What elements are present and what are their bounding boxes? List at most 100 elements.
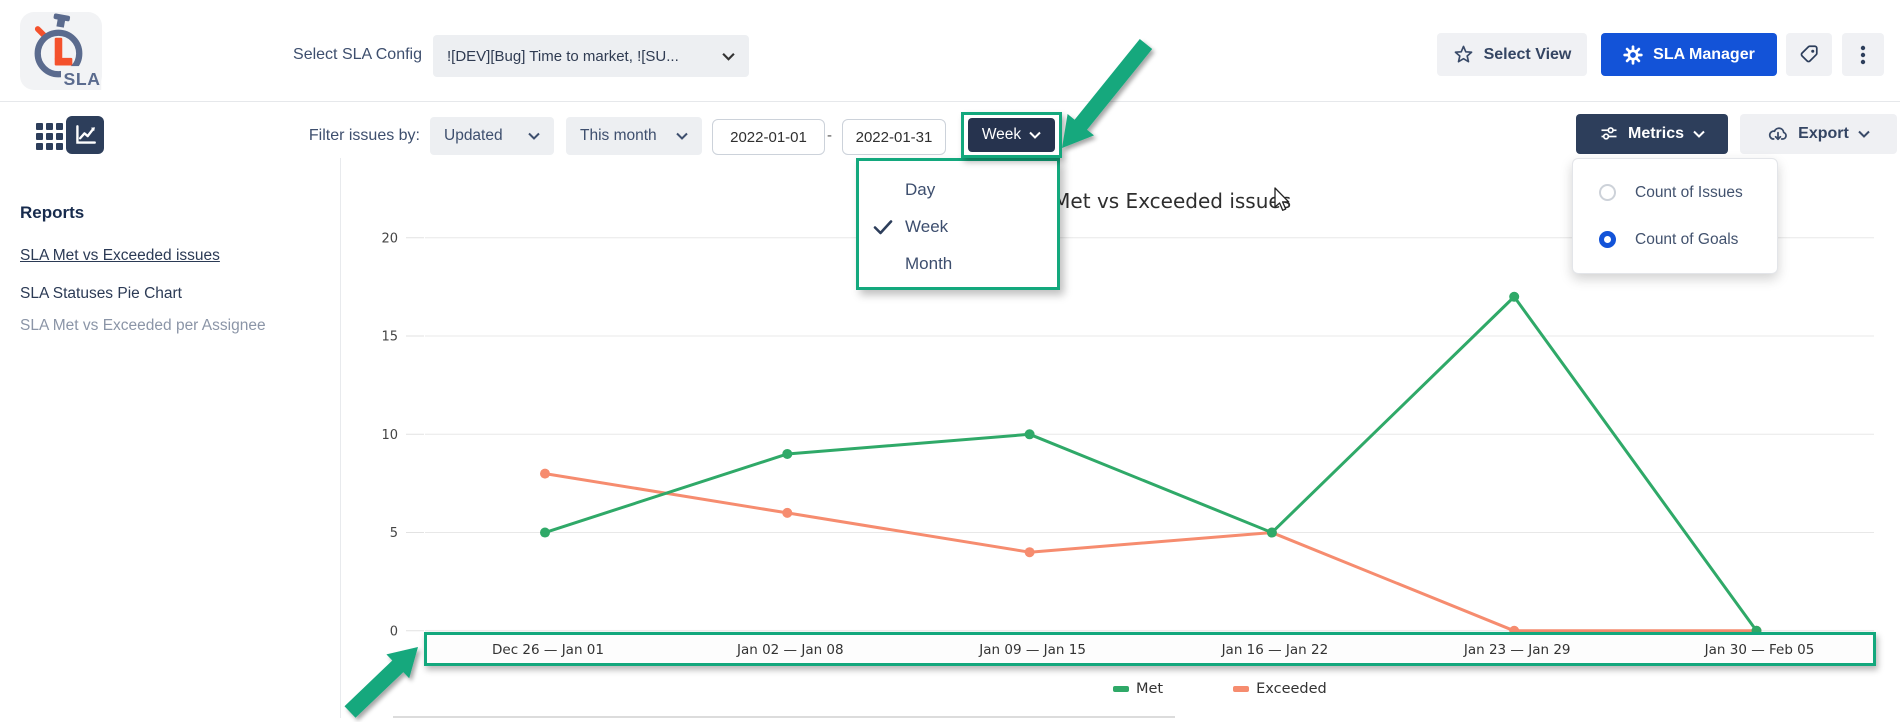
y-axis-tick-label: 0 bbox=[390, 624, 398, 639]
x-axis-label: Dec 26 — Jan 01 bbox=[492, 642, 604, 658]
legend-label: Met bbox=[1136, 681, 1164, 697]
chevron-down-icon bbox=[1693, 130, 1705, 138]
radio-button[interactable] bbox=[1599, 184, 1616, 201]
series-line-exceeded bbox=[544, 472, 1757, 633]
sla-manager-button[interactable]: SLA Manager bbox=[1601, 33, 1777, 76]
sla-config-value: ![DEV][Bug] Time to market, ![SU... bbox=[447, 47, 679, 65]
data-point-met bbox=[782, 448, 793, 459]
legend-item-exceeded[interactable]: Exceeded bbox=[1233, 681, 1327, 697]
grid-view-toggle[interactable] bbox=[36, 123, 63, 150]
x-axis-label: Jan 30 — Feb 05 bbox=[1704, 642, 1815, 658]
date-from-input[interactable] bbox=[712, 119, 825, 155]
data-point-exceeded bbox=[1024, 547, 1035, 558]
menu-item-week[interactable]: Week bbox=[859, 208, 1057, 245]
date-to-input[interactable] bbox=[842, 119, 946, 155]
metrics-button[interactable]: Metrics bbox=[1576, 114, 1728, 154]
star-icon bbox=[1454, 45, 1472, 63]
y-axis-tick-label: 15 bbox=[381, 330, 398, 345]
sla-manager-label: SLA Manager bbox=[1653, 45, 1755, 63]
reports-heading: Reports bbox=[20, 203, 85, 222]
granularity-value: Week bbox=[981, 126, 1022, 143]
data-point-met bbox=[1024, 429, 1035, 440]
tag-icon bbox=[1800, 45, 1818, 63]
menu-item-label: Week bbox=[905, 216, 949, 236]
export-label: Export bbox=[1798, 125, 1849, 142]
data-point-met bbox=[1509, 291, 1520, 302]
legend-swatch bbox=[1113, 686, 1129, 692]
green-arrow-to-xaxis bbox=[344, 647, 418, 718]
granularity-dropdown-button[interactable]: Week bbox=[968, 118, 1055, 152]
filter-issues-label: Filter issues by: bbox=[308, 127, 420, 144]
logo-text: SLA bbox=[64, 69, 101, 89]
filter-field-value: Updated bbox=[444, 127, 503, 144]
date-range-separator: - bbox=[827, 127, 832, 144]
annotation-box-xaxis: Dec 26 — Jan 01 Jan 02 — Jan 08 Jan 09 — J… bbox=[424, 632, 1876, 666]
sidebar-divider bbox=[340, 158, 341, 718]
kebab-menu-icon bbox=[1860, 45, 1866, 64]
sidebar-item-per-assignee[interactable]: SLA Met vs Exceeded per Assignee bbox=[20, 317, 266, 334]
stopwatch-icon: SLA bbox=[34, 13, 102, 90]
chevron-down-icon bbox=[1858, 130, 1870, 138]
y-axis-tick-label: 10 bbox=[381, 428, 398, 443]
data-point-exceeded bbox=[1509, 625, 1520, 636]
app-logo: SLA bbox=[20, 12, 102, 90]
legend-swatch bbox=[1233, 686, 1250, 692]
metrics-option-count-of-goals[interactable]: Count of Goals bbox=[1573, 216, 1777, 263]
checkmark-icon bbox=[873, 219, 905, 235]
export-button[interactable]: Export bbox=[1740, 114, 1897, 154]
radio-button[interactable] bbox=[1599, 231, 1616, 248]
x-axis-label: Jan 16 — Jan 22 bbox=[1221, 642, 1329, 658]
sidebar-item-statuses-pie[interactable]: SLA Statuses Pie Chart bbox=[20, 285, 182, 302]
data-point-met bbox=[1266, 527, 1277, 538]
line-chart-icon bbox=[76, 125, 96, 144]
date-range-dropdown[interactable]: This month bbox=[566, 117, 702, 155]
series-line-met bbox=[544, 295, 1758, 632]
data-point-exceeded bbox=[1751, 625, 1762, 636]
data-point-met bbox=[540, 527, 550, 538]
data-point-met bbox=[1751, 625, 1762, 636]
filter-field-dropdown[interactable]: Updated bbox=[430, 117, 554, 155]
data-point-exceeded bbox=[1266, 527, 1277, 538]
green-arrow-to-week-dropdown bbox=[1062, 39, 1153, 148]
y-axis-tick-label: 20 bbox=[381, 231, 398, 246]
tag-button[interactable] bbox=[1786, 33, 1832, 76]
x-axis-label: Jan 23 — Jan 29 bbox=[1463, 642, 1571, 658]
sla-config-dropdown[interactable]: ![DEV][Bug] Time to market, ![SU... bbox=[433, 35, 749, 77]
x-axis-label: Jan 02 — Jan 08 bbox=[736, 642, 844, 658]
metrics-option-label: Count of Issues bbox=[1635, 183, 1743, 201]
menu-item-label: Month bbox=[905, 253, 953, 273]
x-axis-label: Jan 09 — Jan 15 bbox=[979, 642, 1086, 658]
chart-legend: Met Exceeded bbox=[1113, 681, 1327, 697]
chevron-down-icon bbox=[722, 52, 735, 61]
gear-icon bbox=[1623, 44, 1643, 65]
metrics-menu: Count of Issues Count of Goals bbox=[1572, 158, 1778, 274]
y-axis-tick-label: 5 bbox=[390, 526, 398, 541]
header-divider bbox=[0, 101, 1900, 102]
metrics-option-count-of-issues[interactable]: Count of Issues bbox=[1573, 169, 1777, 216]
menu-item-day[interactable]: Day bbox=[859, 171, 1057, 208]
chart-view-toggle[interactable] bbox=[66, 116, 104, 154]
date-range-value: This month bbox=[580, 127, 657, 144]
panel-bottom-divider bbox=[393, 716, 1175, 718]
cloud-download-icon bbox=[1769, 127, 1788, 141]
metrics-label: Metrics bbox=[1627, 125, 1685, 142]
data-point-exceeded bbox=[782, 507, 793, 518]
granularity-menu: Day Week Month bbox=[856, 158, 1060, 290]
grid-icon bbox=[36, 123, 63, 150]
select-view-label: Select View bbox=[1483, 45, 1572, 63]
metrics-option-label: Count of Goals bbox=[1635, 230, 1739, 248]
legend-item-met[interactable]: Met bbox=[1113, 681, 1163, 697]
menu-item-label: Day bbox=[905, 179, 936, 199]
chevron-down-icon bbox=[676, 132, 688, 140]
sidebar-item-met-vs-exceeded[interactable]: SLA Met vs Exceeded issues bbox=[20, 247, 220, 264]
select-view-button[interactable]: Select View bbox=[1437, 33, 1587, 76]
legend-label: Exceeded bbox=[1256, 681, 1327, 697]
select-sla-config-label: Select SLA Config bbox=[293, 46, 422, 63]
more-options-button[interactable] bbox=[1842, 33, 1884, 76]
sliders-icon bbox=[1601, 127, 1617, 140]
menu-item-month[interactable]: Month bbox=[859, 245, 1057, 282]
chevron-down-icon bbox=[1029, 131, 1041, 139]
